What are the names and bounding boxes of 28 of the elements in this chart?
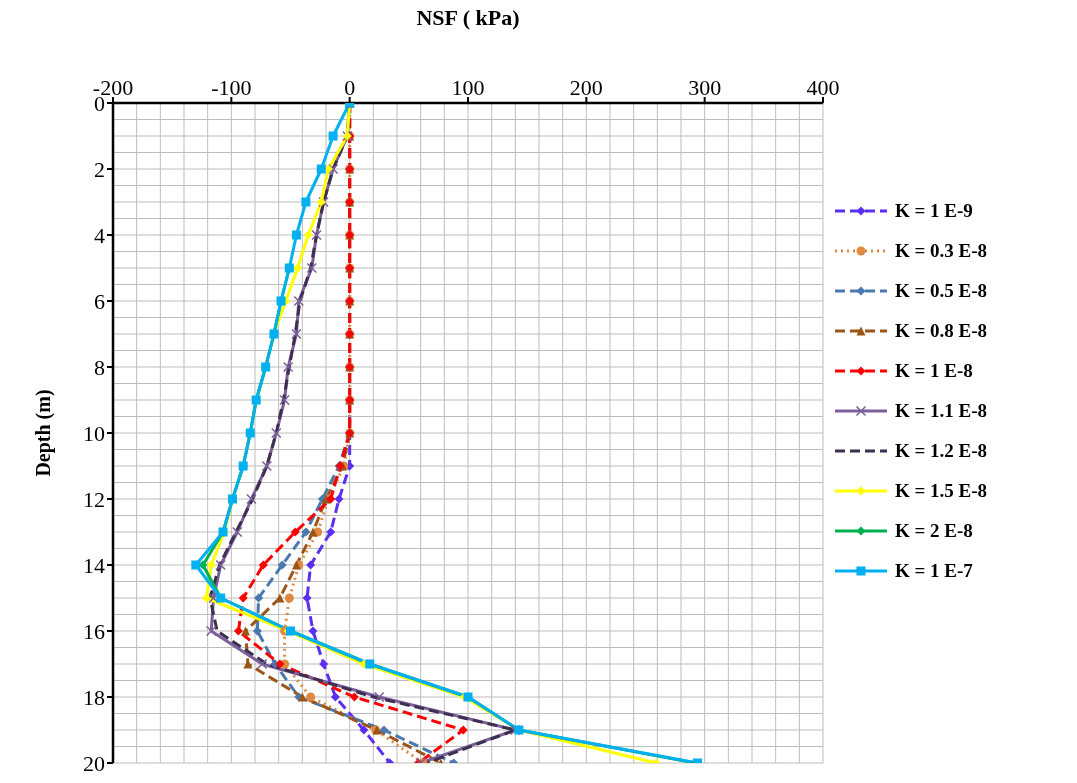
- x-tick-label: 0: [344, 75, 356, 100]
- y-tick-label: 2: [94, 156, 105, 182]
- legend-label: K = 1.2 E-8: [895, 439, 988, 462]
- legend-label: K = 0.3 E-8: [895, 239, 988, 262]
- legend-label: K = 0.5 E-8: [895, 279, 988, 302]
- legend-label: K = 1 E-9: [895, 199, 973, 222]
- y-tick-label: 6: [94, 288, 105, 314]
- x-axis-title: NSF ( kPa): [416, 5, 520, 30]
- legend-label: K = 1 E-7: [895, 559, 973, 582]
- y-tick-label: 4: [94, 222, 105, 248]
- x-tick-label: 100: [451, 75, 485, 100]
- legend-label: K = 1.1 E-8: [895, 399, 988, 422]
- x-tick-label: -100: [211, 75, 252, 100]
- y-tick-label: 16: [83, 618, 105, 644]
- y-tick-label: 8: [94, 354, 105, 380]
- legend-label: K = 0.8 E-8: [895, 319, 988, 342]
- x-tick-label: 400: [806, 75, 840, 100]
- x-tick-label: 200: [569, 75, 603, 100]
- legend-label: K = 1 E-8: [895, 359, 973, 382]
- x-tick-label: 300: [688, 75, 722, 100]
- y-axis-title: Depth (m): [32, 389, 56, 477]
- legend-label: K = 1.5 E-8: [895, 479, 988, 502]
- legend-label: K = 2 E-8: [895, 519, 973, 542]
- y-tick-label: 10: [83, 420, 105, 446]
- y-tick-label: 12: [83, 486, 105, 512]
- y-tick-label: 20: [83, 750, 105, 776]
- y-tick-label: 14: [83, 552, 105, 578]
- y-tick-label: 18: [83, 684, 105, 710]
